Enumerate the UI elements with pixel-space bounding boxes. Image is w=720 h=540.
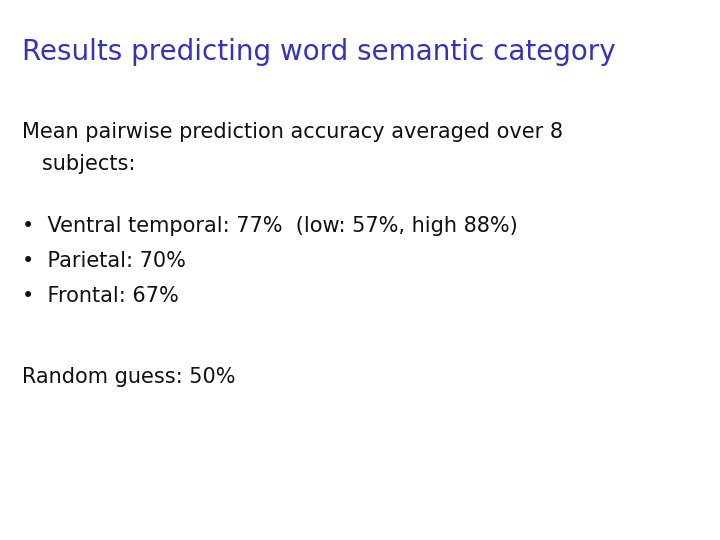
Text: Random guess: 50%: Random guess: 50%	[22, 367, 235, 387]
Text: •  Parietal: 70%: • Parietal: 70%	[22, 251, 186, 271]
Text: Results predicting word semantic category: Results predicting word semantic categor…	[22, 38, 615, 66]
Text: Mean pairwise prediction accuracy averaged over 8: Mean pairwise prediction accuracy averag…	[22, 122, 562, 141]
Text: •  Frontal: 67%: • Frontal: 67%	[22, 286, 179, 306]
Text: •  Ventral temporal: 77%  (low: 57%, high 88%): • Ventral temporal: 77% (low: 57%, high …	[22, 216, 518, 236]
Text: subjects:: subjects:	[22, 154, 135, 174]
